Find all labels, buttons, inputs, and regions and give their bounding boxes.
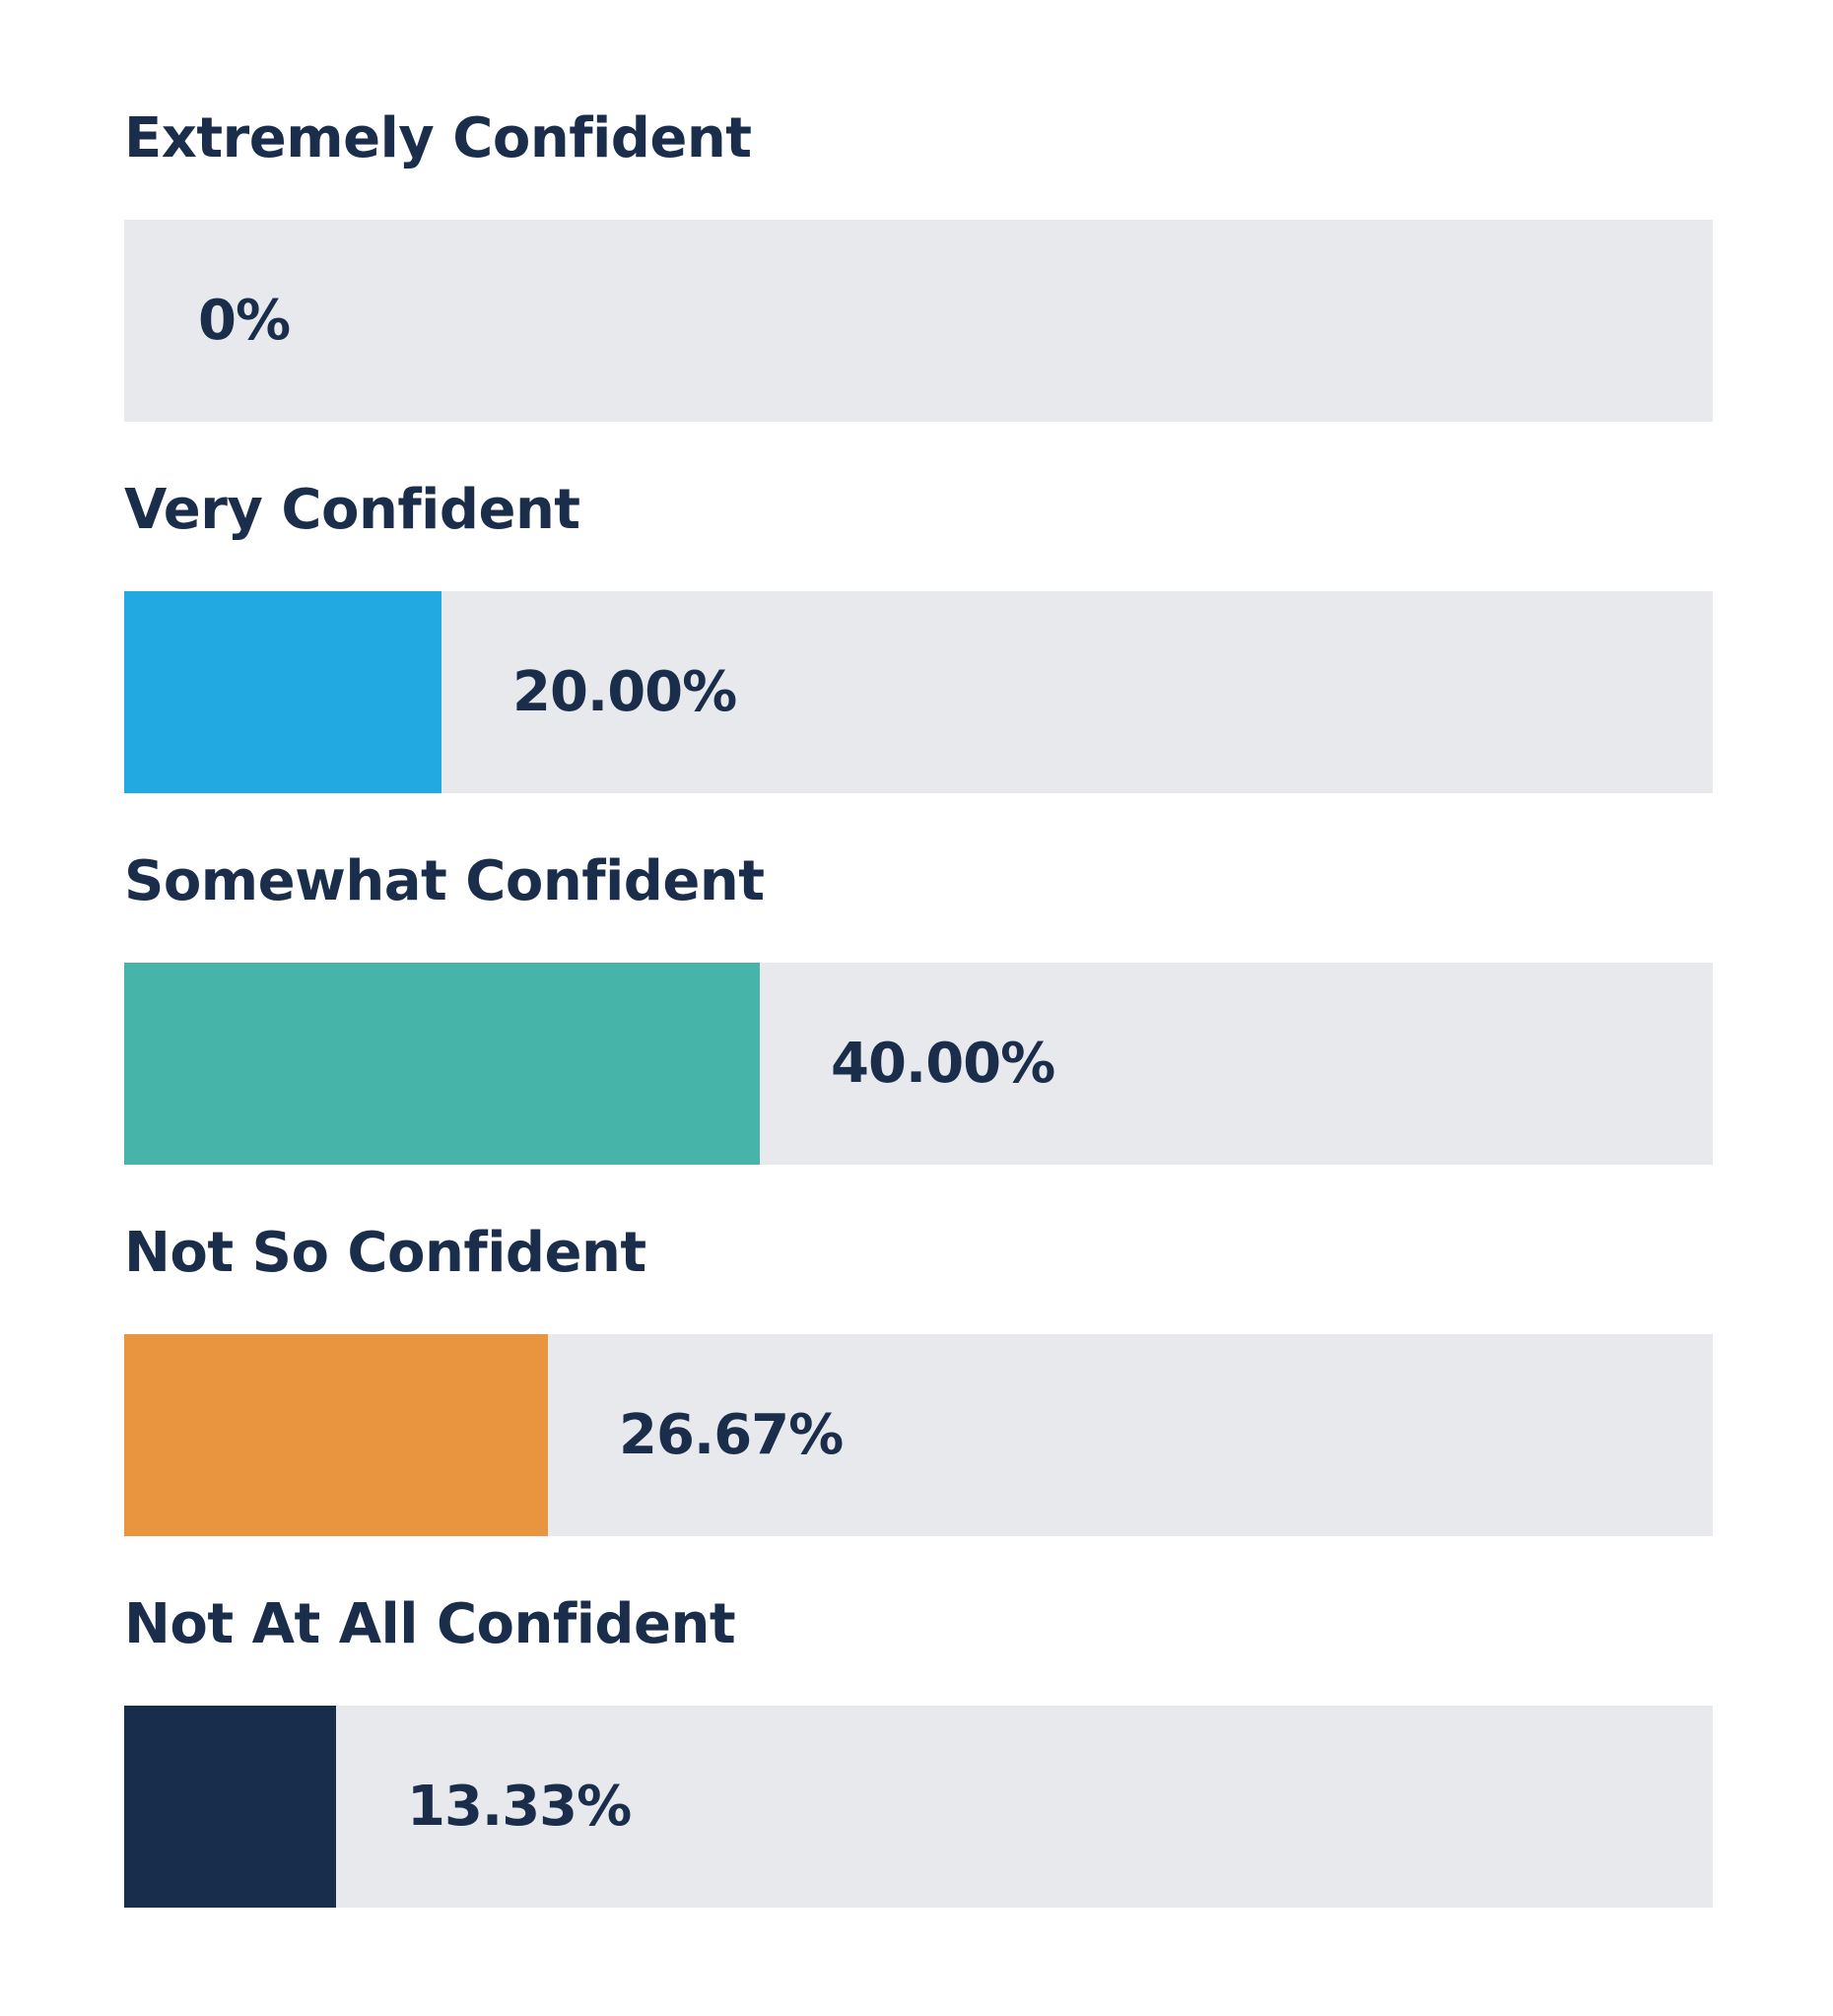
category-label: Somewhat Confident — [124, 849, 765, 913]
category-label: Very Confident — [124, 478, 580, 542]
bar-fill — [124, 1706, 336, 1908]
bar-track: 40.00% — [124, 963, 1713, 1165]
bar-fill — [124, 591, 441, 793]
category-label: Not So Confident — [124, 1221, 646, 1285]
category-label: Not At All Confident — [124, 1592, 736, 1656]
bar-track: 20.00% — [124, 591, 1713, 793]
value-label: 26.67% — [619, 1403, 844, 1467]
value-label: 0% — [198, 289, 291, 353]
bar-track: 0% — [124, 220, 1713, 422]
category-label: Extremely Confident — [124, 106, 752, 170]
bar-fill — [124, 1334, 548, 1536]
value-label: 20.00% — [512, 660, 737, 724]
bar-track: 13.33% — [124, 1706, 1713, 1908]
bar-track: 26.67% — [124, 1334, 1713, 1536]
value-label: 40.00% — [831, 1032, 1055, 1096]
value-label: 13.33% — [407, 1775, 632, 1839]
bar-fill — [124, 963, 760, 1165]
